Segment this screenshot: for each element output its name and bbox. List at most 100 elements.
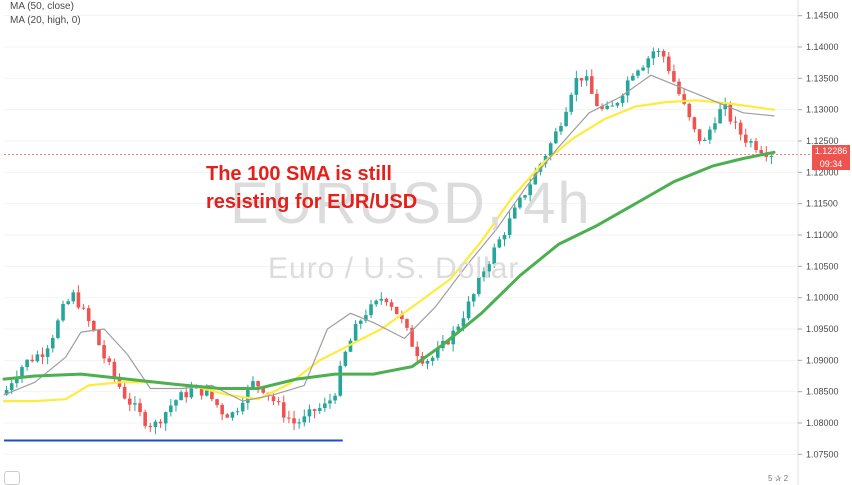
candle-body [759,150,763,154]
axis-tick-label: 1.09000 [806,355,839,365]
candle-body [312,409,317,411]
candle-body [317,408,322,411]
candle-body [148,425,153,428]
candle-body [733,121,738,123]
candle-body [564,111,568,127]
candle-body [579,78,584,81]
candle-body [651,51,656,59]
candle-body [50,337,55,349]
candle-body [76,292,81,308]
candle-body [600,106,604,109]
candle-body [92,321,96,331]
candle-body [656,51,661,53]
candle-body [323,403,327,409]
candle-body [292,418,296,424]
candle-body [235,411,240,413]
candle-body [528,184,532,196]
legend-ma-50[interactable]: MA (50, close) [10,1,74,12]
candle-body [728,103,733,122]
candle-body [353,323,358,341]
candle-body [482,271,486,278]
candle-body [692,117,697,130]
chart-annotation: The 100 SMA is still resisting for EUR/U… [206,160,417,216]
candle-body [610,105,615,107]
candle-body [672,71,676,82]
candle-body [281,402,286,418]
candle-body [61,304,65,321]
candle-body [261,386,266,393]
candle-body [661,51,666,57]
candle-body [620,95,625,103]
candle-body [158,421,163,424]
candle-body [749,141,753,143]
ma-line-1 [2,99,776,403]
candle-body [81,307,86,309]
annotation-line-1: The 100 SMA is still [206,163,392,185]
candle-body [559,126,563,132]
candle-body [477,277,481,295]
candle-body [71,292,76,302]
candle-body [369,304,373,316]
candle-body [25,359,29,368]
candle-body [569,94,574,112]
axis-tick-label: 1.14000 [806,42,839,52]
candle-body [20,367,24,378]
moving-average-lines [2,74,776,403]
axis-tick-label: 1.14500 [806,11,839,21]
candle-body [246,387,250,403]
candle-body [45,348,50,357]
candle-body [687,103,692,118]
candle-body [127,398,132,405]
candle-body [30,359,35,362]
candle-body [4,390,9,395]
candle-body [204,390,209,396]
candle-body [435,348,440,358]
candle-body [430,357,435,361]
candle-body [163,412,168,424]
axis-tick-label: 1.08000 [806,418,839,428]
candle-body [625,80,630,96]
candle-body [466,301,471,319]
candle-body [174,400,178,406]
bar-countdown-badge: 09:34 [812,158,850,170]
candle-body [702,139,707,142]
candle-body [112,361,117,377]
candle-body [307,409,312,417]
candle-body [230,412,235,418]
legend-ma-20[interactable]: MA (20, high, 0) [10,15,81,26]
tradingview-logo-icon[interactable] [4,471,20,485]
candle-body [271,396,276,402]
candle-body [595,93,599,107]
axis-tick-label: 1.10500 [806,261,839,271]
candle-body [697,129,702,142]
candle-body [415,346,420,357]
candle-body [425,360,430,364]
candle-body [184,392,189,398]
candle-body [574,78,579,95]
candle-body [471,294,476,302]
ma-line-3 [2,150,776,390]
axis-tick-label: 1.13500 [806,73,839,83]
candle-body [107,358,112,362]
candle-body [533,171,538,185]
candle-body [646,58,651,68]
candle-body [102,345,106,359]
candle-body [497,239,502,248]
corner-icons[interactable]: 5 ✰ 2 [768,474,789,483]
candle-body [738,122,743,135]
price-axis[interactable]: 1.14500 1.14000 1.13500 1.13000 1.12500 1.120… [797,0,839,485]
candle-body [215,399,219,406]
axis-tick-label: 1.13000 [806,105,839,115]
axis-tick-label: 1.11000 [806,230,838,240]
candle-body [35,354,40,362]
candle-body [297,422,301,424]
candle-body [338,365,343,396]
candle-body [743,134,748,143]
candle-body [302,416,307,423]
axis-tick-label: 1.09500 [806,324,839,334]
watermark-symbol: EURUSD, 4h [230,171,592,236]
candle-body [682,94,686,104]
candle-body [708,129,712,140]
indicator-legend: MA (50, close) MA (20, high, 0) [10,0,81,28]
